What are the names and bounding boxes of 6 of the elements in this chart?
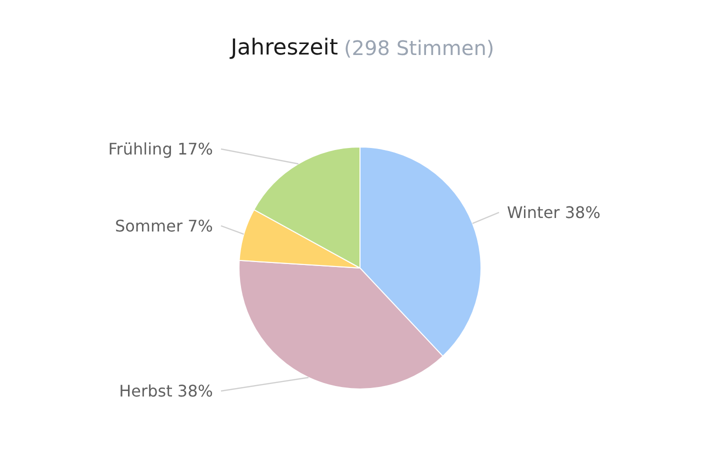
slice-label: Frühling 17% — [108, 140, 213, 158]
chart-title: Jahreszeit — [228, 36, 338, 60]
slice-label: Sommer 7% — [114, 216, 213, 236]
slice-label: Herbst 38% — [119, 382, 213, 400]
chart-subtitle: (298 Stimmen) — [344, 36, 494, 60]
slice-label: Winter 38% — [507, 202, 600, 222]
